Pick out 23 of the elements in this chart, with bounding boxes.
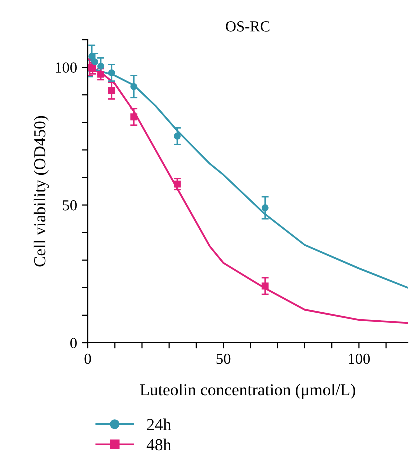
y-tick-label: 50 bbox=[63, 200, 77, 211]
point bbox=[130, 114, 138, 121]
x-tick-label: 0 bbox=[84, 354, 92, 364]
point bbox=[98, 62, 104, 70]
point bbox=[108, 87, 116, 94]
point bbox=[262, 282, 269, 290]
point bbox=[130, 83, 138, 90]
legend-label: 24h bbox=[147, 418, 172, 430]
point bbox=[89, 65, 96, 72]
point bbox=[98, 70, 104, 78]
chart-title: OS-RC bbox=[226, 22, 270, 32]
y-tick-label: 0 bbox=[70, 338, 77, 348]
y-tick-label: 100 bbox=[56, 62, 77, 73]
y-axis-title: Cell viability (OD450) bbox=[34, 116, 50, 267]
legend-label: 48h bbox=[146, 438, 172, 451]
point bbox=[92, 58, 99, 66]
x-tick-label: 100 bbox=[349, 354, 370, 364]
point bbox=[174, 180, 181, 188]
point bbox=[108, 70, 116, 77]
x-tick-label: 50 bbox=[216, 354, 231, 364]
x-axis-title: Luteolin concentration (μmol/L) bbox=[140, 384, 356, 400]
point bbox=[262, 204, 269, 212]
point bbox=[174, 132, 181, 140]
